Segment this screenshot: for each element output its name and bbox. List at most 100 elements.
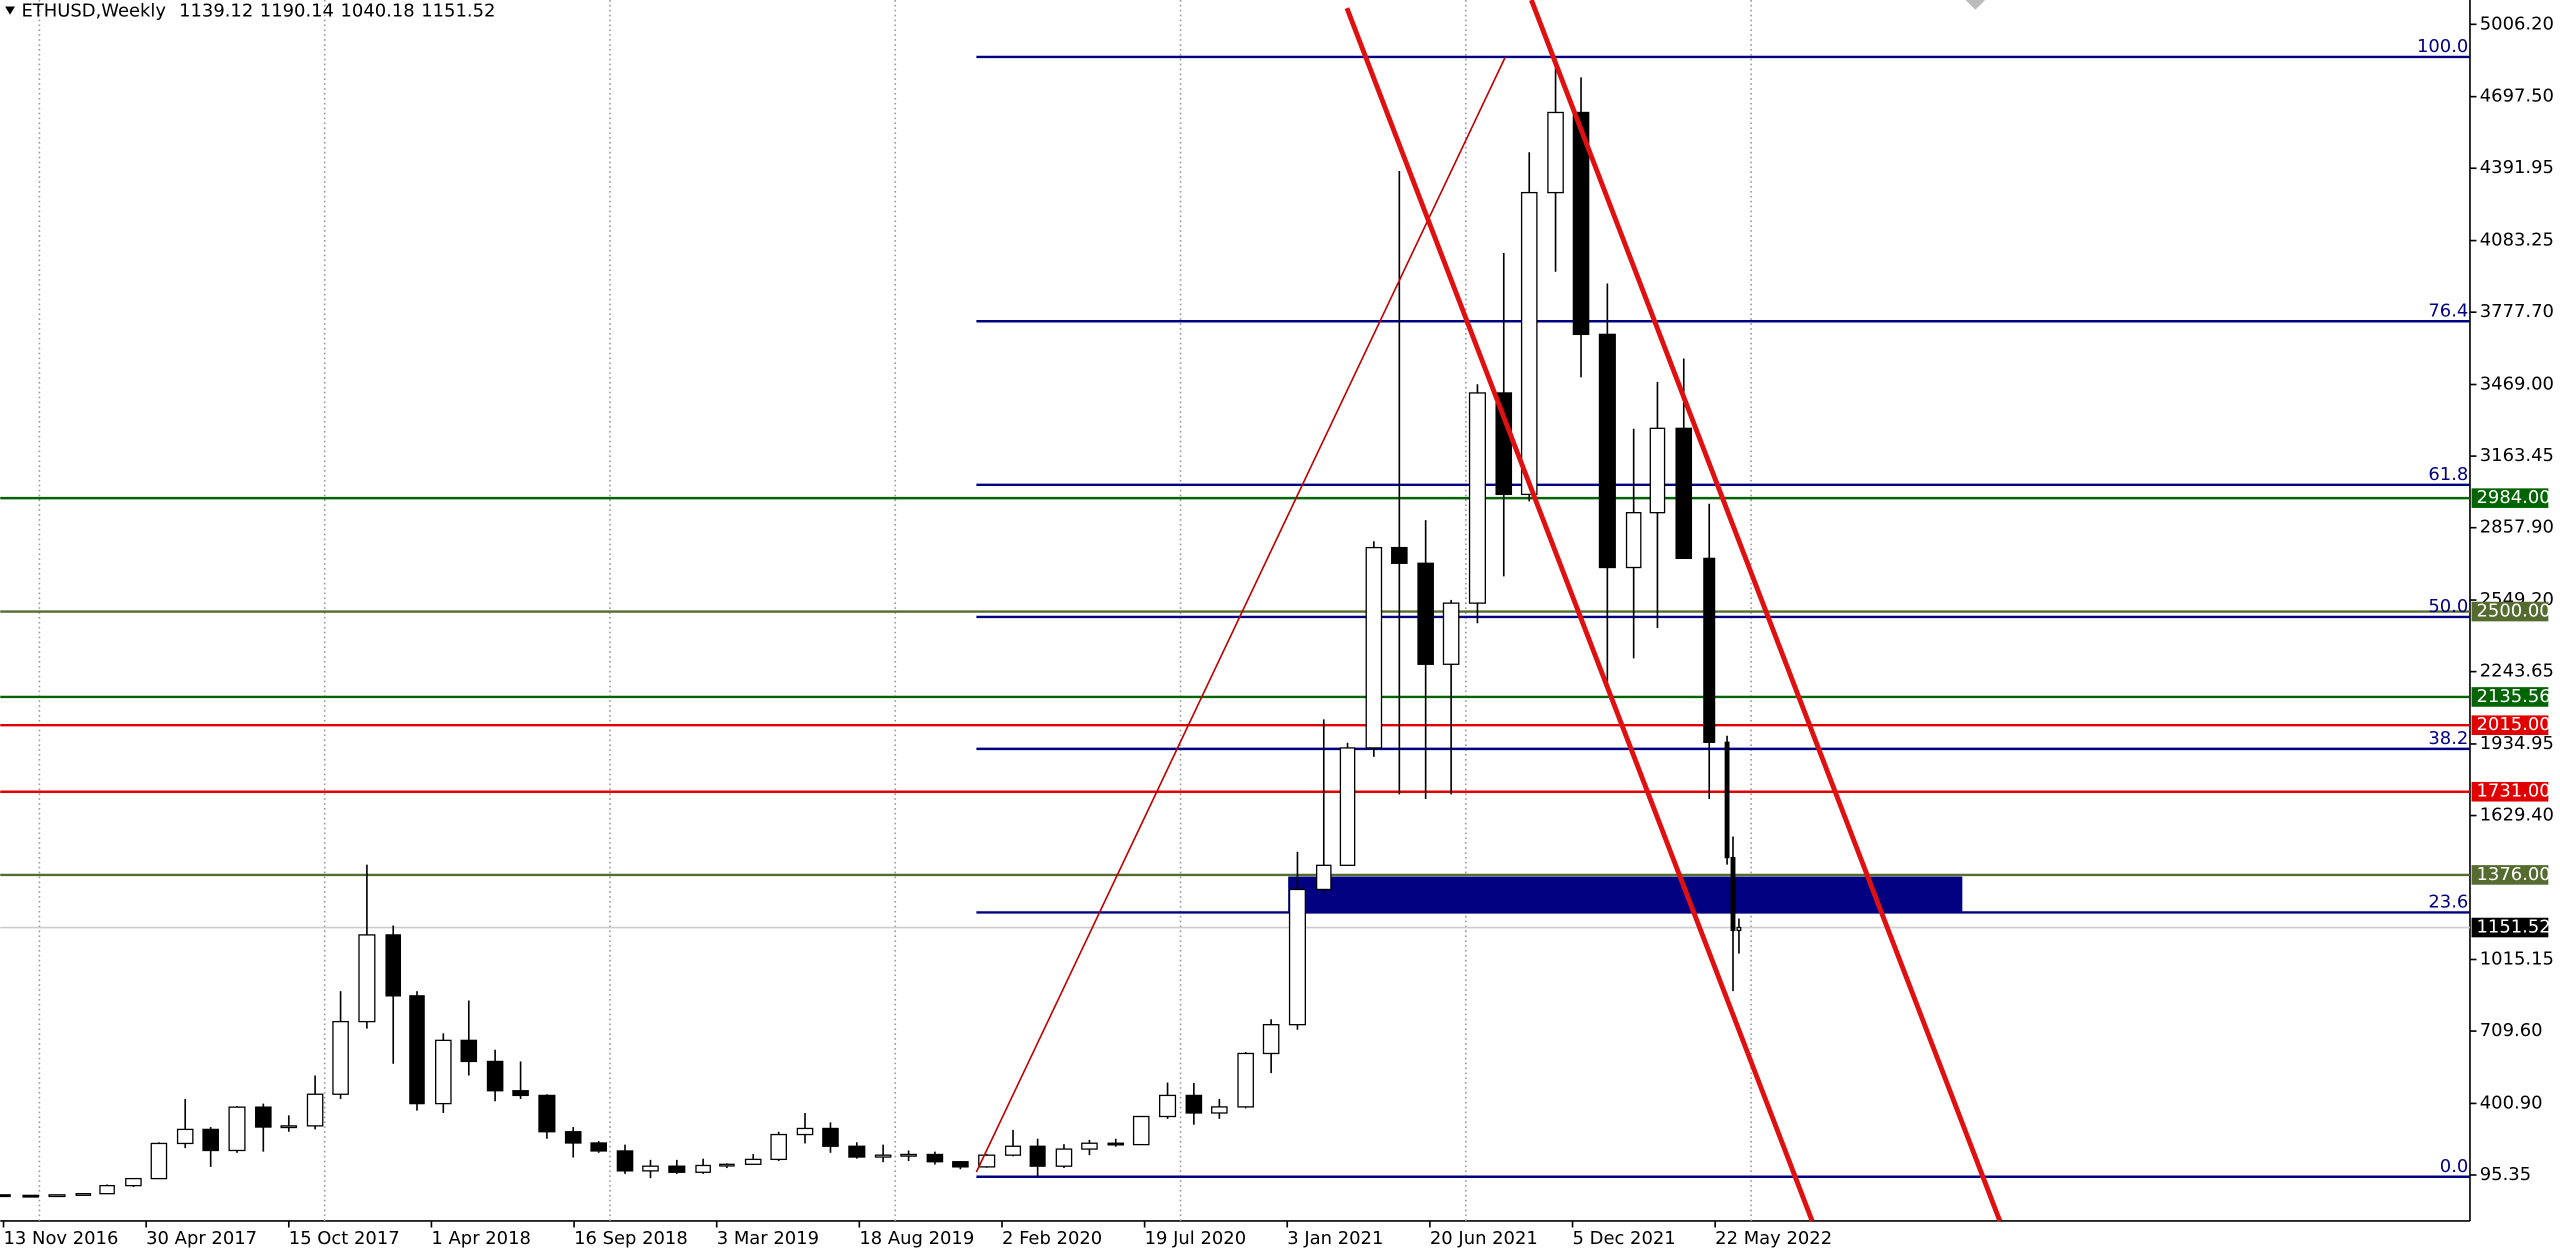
y-tick-label: 400.90	[2480, 1092, 2543, 1113]
fib-label: 23.6	[2428, 892, 2468, 913]
x-tick-label: 3 Jan 2021	[1287, 1228, 1383, 1249]
fib-label: 100.0	[2417, 36, 2468, 57]
y-tick-label: 5006.20	[2480, 13, 2554, 34]
level-tag	[2471, 781, 2549, 802]
candle-body	[332, 1020, 349, 1095]
candle-body	[1649, 427, 1666, 514]
candle-body	[1572, 111, 1590, 336]
candle-body	[1417, 562, 1434, 665]
candle-body	[1365, 546, 1383, 749]
y-tick-label: 4697.50	[2480, 86, 2554, 107]
candle-body	[1055, 1148, 1073, 1167]
y-tick-label: 1629.40	[2480, 805, 2554, 826]
candle-body	[1736, 926, 1742, 932]
candle-body	[538, 1094, 556, 1133]
level-label: 2015.00	[2477, 714, 2551, 735]
candle-body	[668, 1165, 686, 1173]
candle-body	[564, 1131, 582, 1144]
level-tag	[2471, 488, 2549, 508]
candle-body	[1598, 333, 1616, 569]
candle-body	[512, 1090, 529, 1097]
candle-body	[176, 1128, 194, 1145]
candle-body	[1724, 741, 1730, 859]
candle-body	[1339, 747, 1356, 866]
price-tag	[2471, 917, 2549, 938]
level-label: 2984.00	[2477, 487, 2551, 508]
x-tick-label: 13 Nov 2016	[4, 1228, 119, 1249]
candle-body	[1442, 602, 1460, 665]
level-label: 1731.00	[2477, 781, 2551, 802]
x-tick-label: 16 Sep 2018	[574, 1228, 688, 1249]
symbol: ETHUSD,Weekly	[21, 0, 166, 21]
level-tag	[2471, 601, 2549, 622]
candle-body	[695, 1164, 711, 1173]
candle-body	[435, 1039, 452, 1105]
candle-body	[952, 1161, 969, 1168]
fib-label: 76.4	[2428, 300, 2468, 321]
candle-body	[460, 1039, 478, 1063]
candle-body	[1158, 1094, 1177, 1118]
level-label: 2500.00	[2477, 601, 2551, 622]
channel-line	[1529, 0, 2003, 1222]
candle-body	[900, 1153, 917, 1157]
candle-body	[1675, 427, 1693, 560]
x-tick-label: 3 Mar 2019	[717, 1228, 819, 1249]
fib-label: 61.8	[2428, 464, 2468, 485]
marker	[1965, 0, 1986, 10]
x-tick-label: 18 Aug 2019	[859, 1228, 974, 1249]
candle-body	[770, 1133, 787, 1161]
candle-body	[1730, 856, 1736, 932]
candle-body	[1185, 1094, 1203, 1114]
y-tick-label: 709.60	[2480, 1020, 2543, 1041]
y-tick-label: 95.35	[2480, 1164, 2531, 1185]
menu-arrow[interactable]	[5, 6, 15, 15]
chart-header: ETHUSD,Weekly 1139.12 1190.14 1040.18 1151.5…	[21, 0, 495, 21]
price-label: 1151.52	[2477, 917, 2551, 938]
open: 1139.12	[179, 0, 253, 21]
candle-body	[1237, 1052, 1254, 1108]
candle-body	[0, 1194, 11, 1198]
candle-body	[1547, 111, 1564, 194]
candle-body	[1029, 1145, 1046, 1167]
candle-body	[358, 934, 376, 1023]
x-tick-label: 2 Feb 2020	[1002, 1228, 1102, 1249]
candle-body	[874, 1154, 892, 1158]
candle-body	[642, 1165, 659, 1172]
candle-body	[1468, 392, 1486, 604]
candle-body	[1703, 557, 1716, 743]
y-tick-label: 4083.25	[2480, 230, 2554, 251]
candle-body	[848, 1145, 866, 1158]
candle-body	[1625, 512, 1642, 569]
candle-body	[486, 1060, 504, 1092]
x-tick-label: 19 Jul 2020	[1145, 1228, 1247, 1249]
candle-body	[1315, 864, 1332, 891]
level-label: 2135.56	[2477, 686, 2551, 707]
y-tick-label: 2243.65	[2480, 661, 2554, 682]
candle-body	[796, 1127, 814, 1136]
candle-body	[1288, 888, 1306, 1026]
candle-body	[1081, 1142, 1098, 1150]
y-tick-label: 1015.15	[2480, 948, 2554, 969]
candle-body	[978, 1154, 996, 1168]
candle-body	[926, 1153, 944, 1163]
candle-body	[822, 1127, 839, 1147]
candle-body	[280, 1125, 298, 1129]
candle-body	[22, 1194, 39, 1198]
x-tick-label: 15 Oct 2017	[289, 1228, 400, 1249]
y-tick-label: 3469.00	[2480, 374, 2554, 395]
channel-line	[1344, 7, 1815, 1222]
candle-body	[719, 1163, 735, 1167]
candle-body	[1132, 1115, 1150, 1146]
fib-label: 50.0	[2428, 596, 2468, 617]
candle-body	[590, 1142, 607, 1152]
candle-body	[202, 1128, 219, 1152]
candle-body	[255, 1106, 272, 1128]
candle-body	[1004, 1145, 1022, 1156]
x-tick-label: 30 Apr 2017	[146, 1228, 257, 1249]
candle-body	[744, 1158, 762, 1165]
level-label: 1376.00	[2477, 864, 2551, 885]
candle-body	[385, 934, 402, 997]
fib-label: 38.2	[2428, 728, 2468, 749]
candle-body	[616, 1150, 634, 1172]
